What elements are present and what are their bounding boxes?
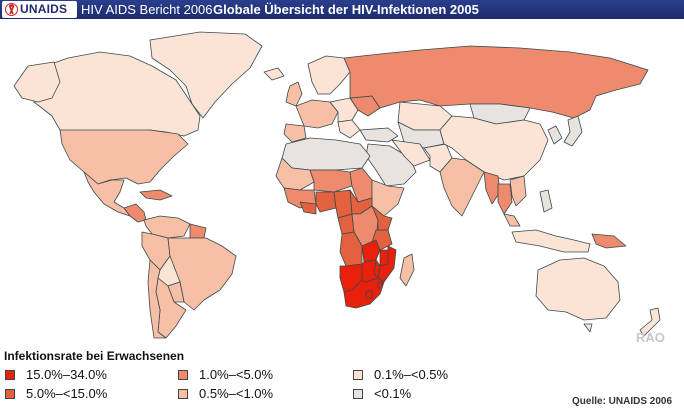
region-cote-divoire [299,201,317,215]
legend-swatch [5,370,15,380]
region-chile [147,259,167,339]
page-title: Globale Übersicht der HIV-Infektionen 20… [213,2,479,17]
report-label: HIV AIDS Bericht 2006 [81,2,213,17]
region-sahel-west [275,157,315,191]
unaids-logo: UNAIDS [2,1,77,18]
region-indochina [509,175,527,207]
region-north-africa [281,137,371,171]
region-alaska [13,61,61,103]
region-zambia [361,239,381,263]
region-malaysia [503,213,521,227]
region-uk-ireland [285,81,303,107]
world-map [13,31,661,339]
region-japan [563,115,583,147]
region-nigeria [315,191,337,213]
legend-label: <0.1% [374,386,412,401]
legend-swatch [5,389,15,399]
legend-swatch [353,389,363,399]
region-png [591,233,627,249]
region-caribbean [139,189,173,201]
legend-swatch [178,389,188,399]
legend-label: 1.0%–<5.0% [199,367,274,382]
region-iberia [283,123,307,143]
region-sahel-central [309,169,353,193]
region-swaziland [377,281,383,289]
region-madagascar [399,253,415,287]
region-myanmar [483,171,501,205]
region-australia [535,257,621,321]
region-iceland [263,67,285,81]
region-western-europe [295,99,339,129]
logo-text: UNAIDS [20,2,68,16]
region-guianas [189,223,207,239]
region-thailand [497,183,513,215]
region-usa [59,129,189,185]
region-canada [29,51,201,137]
region-korea-japan [547,125,563,145]
region-iran [391,139,431,167]
region-tasmania [583,323,593,333]
header-bar: UNAIDS HIV AIDS Bericht 2006 Globale Übe… [0,0,684,19]
legend-swatch [353,370,363,380]
legend-title: Infektionsrate bei Erwachsenen [4,349,185,363]
region-philippines [539,189,553,213]
region-gabon-congo [337,213,355,235]
region-new-zealand [639,307,661,337]
region-india [439,157,485,217]
region-cameroon [333,189,353,219]
region-south-africa [343,277,385,309]
region-greenland [149,31,263,119]
legend-swatch [178,370,188,380]
region-lesotho [365,289,373,299]
region-balkans [337,119,361,139]
red-ribbon-icon [5,3,18,16]
legend-label: 5.0%–<15.0% [26,386,108,401]
region-indonesia [511,229,591,253]
rao-watermark: RAO [636,330,665,345]
region-central-america [123,203,147,223]
region-scandinavia [307,55,351,95]
region-malawi [379,249,389,267]
source-credit: Quelle: UNAIDS 2006 [572,396,673,407]
region-turkey [359,127,399,143]
legend-label: 0.5%–<1.0% [199,386,274,401]
legend-label: 15.0%–34.0% [26,367,107,382]
region-colombia-venezuela [143,215,191,239]
legend-label: 0.1%–<0.5% [374,367,449,382]
